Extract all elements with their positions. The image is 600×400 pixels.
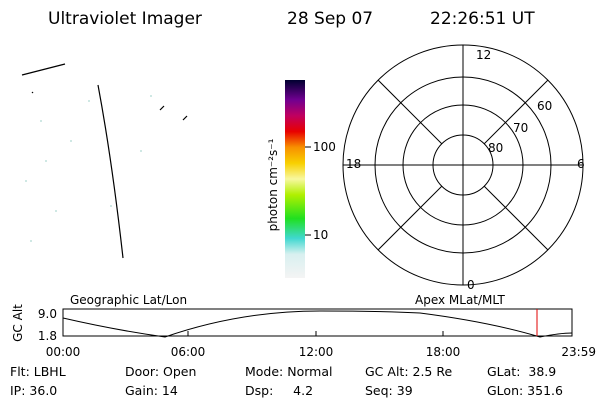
footer-field: Dsp: 4.2: [245, 383, 313, 398]
altitude-curve: [62, 310, 573, 338]
x-tick-label: 12:00: [299, 345, 334, 359]
footer-field: GC Alt: 2.5 Re: [365, 364, 452, 379]
footer-field: GLat: 38.9: [487, 364, 556, 379]
mlat-label: 70: [513, 121, 528, 135]
mlt-label: 12: [476, 48, 491, 62]
mlat-label: 60: [537, 99, 552, 113]
x-tick-label: 00:00: [46, 345, 81, 359]
footer-field: Door: Open: [125, 364, 196, 379]
x-tick-label: 23:59: [561, 345, 596, 359]
footer-field: Seq: 39: [365, 383, 413, 398]
x-tick-label: 18:00: [426, 345, 461, 359]
footer-field: Mode: Normal: [245, 364, 332, 379]
y-tick-label: 1.8: [38, 329, 57, 343]
time: 22:26:51 UT: [430, 9, 535, 29]
x-ticks: [187, 331, 444, 336]
footer-field: IP: 36.0: [10, 383, 57, 398]
timeline-left-title: Geographic Lat/Lon: [70, 293, 187, 307]
timeline-right-title: Apex MLat/MLT: [415, 293, 505, 307]
colorbar-label: photon cm⁻²s⁻¹: [266, 138, 280, 231]
footer-field: GLon: 351.6: [487, 383, 563, 398]
mlat-label: 80: [488, 141, 503, 155]
footer-field: Gain: 14: [125, 383, 178, 398]
timeline-ylabel: GC Alt: [11, 304, 25, 342]
image-noise: [25, 95, 152, 242]
x-tick-label: 06:00: [171, 345, 206, 359]
timeline-frame: [62, 308, 573, 337]
colorbar-tick-label: 10: [313, 228, 328, 242]
y-tick-label: 9.0: [38, 307, 57, 321]
footer-field: Flt: LBHL: [10, 364, 66, 379]
footer: Flt: LBHL Door: Open Mode: Normal GC Alt: 2…: [10, 364, 563, 398]
mlt-label: 6: [577, 157, 585, 171]
polar-grid: [342, 44, 584, 286]
mlt-label: 18: [346, 157, 361, 171]
date: 28 Sep 07: [287, 9, 373, 29]
instrument: Ultraviolet Imager: [48, 9, 202, 29]
colorbar-tick-label: 100: [313, 140, 336, 154]
image: [21, 63, 188, 259]
colorbar: [285, 80, 305, 278]
mlt-label: 0: [467, 278, 475, 292]
